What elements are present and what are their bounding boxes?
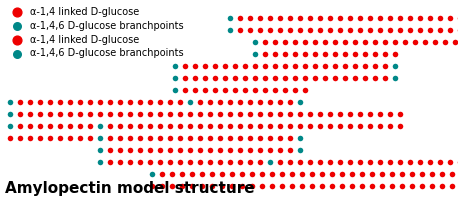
Text: Amylopectin model structure: Amylopectin model structure [5, 181, 255, 196]
Legend: α-1,4 linked D-glucose, α-1,4,6 D-glucose branchpoints, α-1,4 linked D-glucose, : α-1,4 linked D-glucose, α-1,4,6 D-glucos… [5, 5, 185, 60]
